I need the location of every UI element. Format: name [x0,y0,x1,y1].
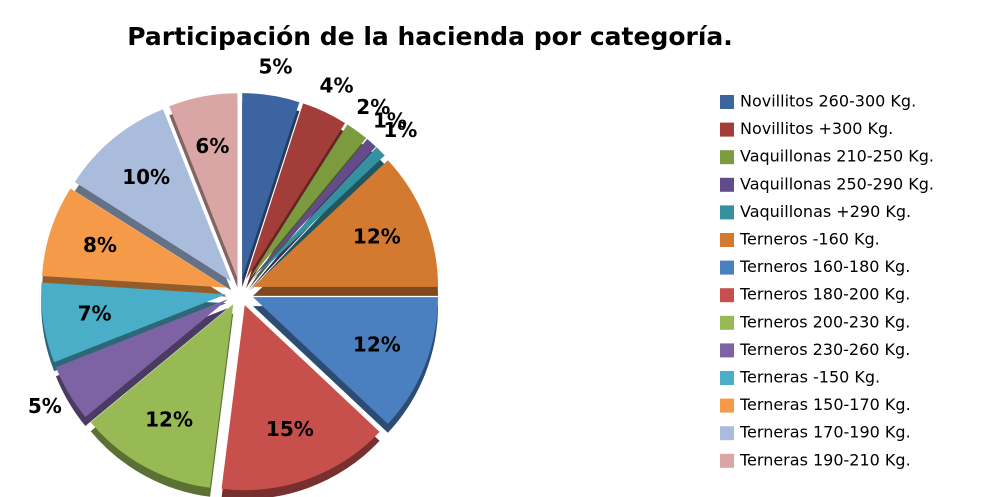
data-label: 12% [353,224,401,248]
legend-swatch [720,343,734,358]
legend-label: Terneras 170-190 Kg. [739,423,911,442]
legend-label: Vaquillonas 210-250 Kg. [740,147,934,166]
legend-label: Novillitos 260-300 Kg. [740,92,916,111]
legend-label: Terneros 200-230 Kg. [739,312,910,331]
slice-side [249,156,385,292]
slice [245,103,346,280]
legend-label: Vaquillonas +290 Kg. [740,202,911,221]
legend-label: Terneros 160-180 Kg. [739,257,910,276]
slice [249,147,385,283]
legend-swatch [720,398,734,413]
legend-swatch [720,233,734,247]
legend-label: Terneros -160 Kg. [739,230,880,249]
data-label: 4% [320,73,354,97]
legend-label: Terneros 180-200 Kg. [739,285,910,304]
legend-label: Novillitos +300 Kg. [740,119,893,138]
data-label: 15% [266,417,314,441]
legend-swatch [720,426,734,441]
data-label: 7% [78,302,112,326]
slice [169,93,238,279]
slice [242,93,300,279]
slice [90,304,234,488]
slice [253,297,439,424]
legend-label: Terneras 190-210 Kg. [739,450,911,469]
legend-label: Terneros 230-260 Kg. [739,340,910,359]
data-label: 12% [353,333,401,357]
data-label: 5% [28,394,62,418]
legend-swatch [720,260,734,275]
legend-swatch [720,453,734,468]
legend-label: Terneras 150-170 Kg. [739,395,911,414]
slice [253,160,439,287]
data-label: 12% [145,407,193,431]
slice [221,305,380,491]
data-label: 10% [122,165,170,189]
data-label: 1% [383,118,417,142]
legend-swatch [720,122,734,137]
data-label: 5% [258,55,292,79]
legend-label: Vaquillonas 250-290 Kg. [740,174,934,193]
data-label: 1% [373,108,407,132]
legend-swatch [720,205,734,220]
legend-swatch [720,95,734,109]
legend-swatch [720,315,734,330]
legend-swatch [720,150,734,165]
slice [41,282,227,363]
slice [248,124,367,281]
slice [74,109,232,282]
slice [249,138,376,282]
legend-swatch [720,288,734,303]
chart-title: Participación de la hacienda por categor… [127,22,733,51]
legend-swatch [720,177,734,192]
legend-swatch [720,371,734,385]
data-label: 2% [356,95,390,119]
slice [55,299,228,418]
data-label: 8% [83,233,117,257]
data-label: 6% [195,134,229,158]
legend-label: Terneras -150 Kg. [739,368,880,387]
slice [42,188,227,288]
